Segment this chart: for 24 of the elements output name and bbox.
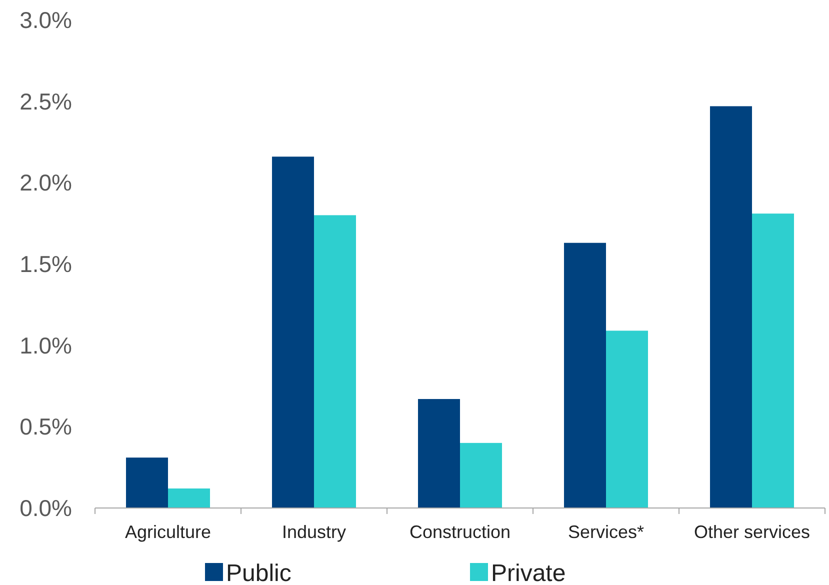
x-tick-label: Services*: [568, 522, 644, 542]
y-tick-label: 0.0%: [20, 495, 72, 522]
x-tick-label: Other services: [694, 522, 810, 542]
bar: [314, 215, 356, 508]
x-tick-label: Industry: [282, 522, 346, 542]
bar: [272, 156, 314, 508]
bar: [126, 458, 168, 508]
legend-label: Public: [226, 560, 292, 585]
bar: [752, 214, 794, 508]
bar: [606, 330, 648, 508]
legend-label: Private: [491, 560, 566, 585]
bar: [710, 106, 752, 508]
y-tick-label: 1.5%: [20, 251, 72, 278]
bar: [168, 488, 210, 508]
y-tick-label: 1.0%: [20, 332, 72, 358]
y-tick-label: 3.0%: [20, 7, 72, 34]
y-tick-label: 2.0%: [20, 170, 72, 196]
bar: [418, 399, 460, 508]
x-tick-label: Agriculture: [124, 522, 212, 542]
bar: [564, 242, 606, 508]
bar: [460, 442, 502, 508]
y-tick-label: 0.5%: [20, 414, 72, 440]
y-tick-label: 2.5%: [20, 88, 72, 114]
x-tick-label: Construction: [409, 522, 511, 542]
